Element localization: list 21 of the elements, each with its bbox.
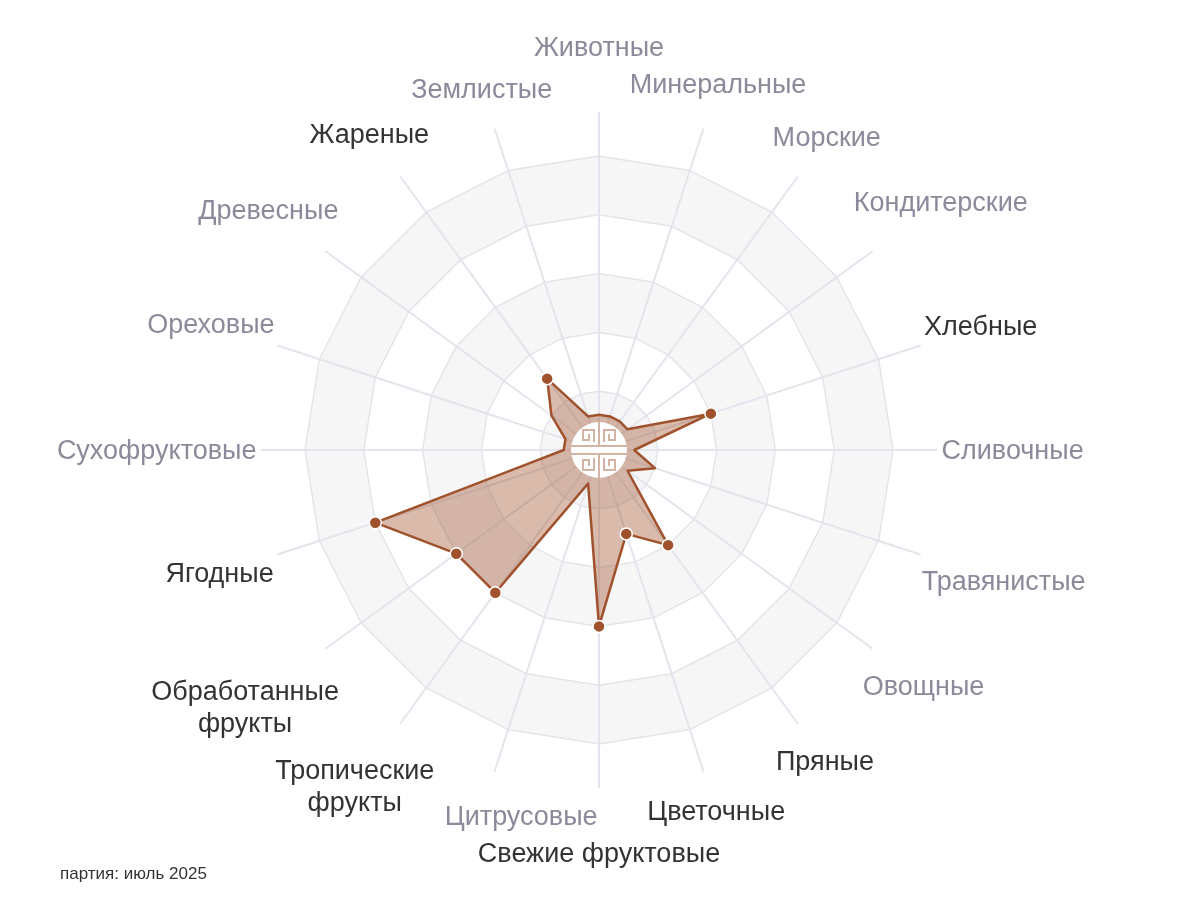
spoke-label: Обработанные фрукты xyxy=(151,675,339,739)
spoke-label: Овощные xyxy=(862,670,985,701)
spoke-label: Сливочные xyxy=(941,435,1084,465)
spoke-label: Цитрусовые xyxy=(444,801,598,832)
spoke-label: Минеральные xyxy=(629,68,807,99)
spoke-label: Кондитерские xyxy=(853,186,1028,217)
spoke-label: Травянистые xyxy=(921,566,1086,597)
spoke-label: Землистые xyxy=(411,73,553,104)
spoke-label: Свежие фруктовые xyxy=(477,837,721,868)
spoke-label: Хлебные xyxy=(924,310,1038,341)
spoke-label: Ягодные xyxy=(165,558,274,589)
spoke-label: Животные xyxy=(533,32,665,63)
spoke-label: Пряные xyxy=(775,746,875,777)
spoke-label: Ореховые xyxy=(147,308,275,339)
spoke-label: Древесные xyxy=(198,194,339,225)
spoke-label: Тропические фрукты xyxy=(275,754,435,818)
spoke-label: Жареные xyxy=(309,118,430,149)
spoke-label: Цветочные xyxy=(647,795,786,826)
spoke-label: Сухофруктовые xyxy=(56,435,257,465)
spoke-label: Морские xyxy=(772,121,881,152)
text: партия: июль 2025 xyxy=(60,864,207,884)
